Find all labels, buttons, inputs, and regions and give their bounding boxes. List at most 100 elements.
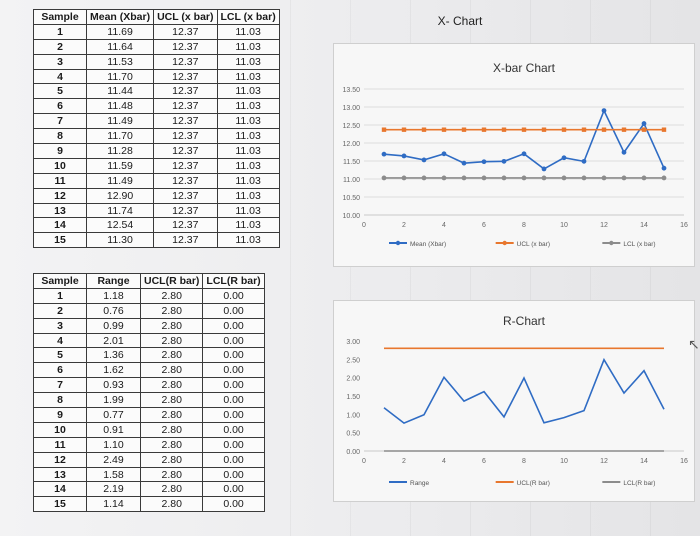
table-cell[interactable]: 11.03 (216, 172, 280, 189)
table-cell[interactable]: 5 (33, 83, 87, 100)
table-cell[interactable]: 11.70 (85, 128, 155, 145)
table-cell[interactable]: 0.00 (202, 436, 265, 453)
table-cell[interactable]: 0.76 (86, 302, 141, 319)
table-cell[interactable]: 2.80 (139, 421, 204, 438)
table-cell[interactable]: 11.70 (85, 68, 155, 85)
table-cell[interactable]: 1 (33, 287, 87, 304)
table-cell[interactable]: 9 (33, 143, 87, 159)
table-cell[interactable]: 2.80 (139, 317, 204, 334)
table-cell[interactable]: 11.03 (216, 143, 280, 159)
table-cell[interactable]: 7 (33, 377, 87, 394)
table-cell[interactable]: 11.03 (216, 187, 280, 204)
table-cell[interactable]: 0.00 (202, 392, 265, 409)
table-cell[interactable]: 2.80 (139, 377, 204, 394)
table-cell[interactable]: 0.00 (202, 496, 265, 513)
table-cell[interactable]: 2.80 (139, 332, 204, 349)
table-cell[interactable]: 2.80 (139, 466, 204, 483)
table-cell[interactable]: 2.80 (139, 496, 204, 513)
table-cell[interactable]: 0.99 (86, 317, 141, 334)
table-cell[interactable]: 11.03 (216, 68, 280, 85)
table-cell[interactable]: 2.80 (139, 481, 204, 498)
table-cell[interactable]: 8 (33, 128, 87, 145)
table-cell[interactable]: 12.54 (85, 217, 155, 234)
table-cell[interactable]: 11.03 (216, 217, 280, 234)
table-cell[interactable]: 12.37 (153, 113, 218, 130)
table-cell[interactable]: 0.00 (202, 451, 265, 468)
table-cell[interactable]: 0.00 (202, 421, 265, 438)
table-cell[interactable]: 1.99 (86, 392, 141, 409)
table-cell[interactable]: 0.00 (202, 481, 265, 498)
table-cell[interactable]: 12.37 (153, 128, 218, 145)
table-cell[interactable]: 0.00 (202, 332, 265, 349)
r-chart-box[interactable]: R-Chart 0.00 0.50 1.00 1.50 2.00 2.50 3.00 0 2 4 6 8… (333, 300, 695, 502)
table-cell[interactable]: 12.37 (153, 98, 218, 115)
table-cell[interactable]: 7 (33, 113, 87, 130)
table-cell[interactable]: 11.49 (85, 172, 155, 189)
table-cell[interactable]: 12.37 (153, 232, 218, 249)
table-cell[interactable]: 11.03 (216, 113, 280, 130)
table-cell[interactable]: 8 (33, 392, 87, 409)
table-cell[interactable]: 2.80 (139, 362, 204, 379)
table-cell[interactable]: 0.91 (86, 421, 141, 438)
table-cell[interactable]: 11.49 (85, 113, 155, 130)
table-cell[interactable]: 6 (33, 98, 87, 115)
table-cell[interactable]: 2.19 (86, 481, 141, 498)
table-cell[interactable]: 2.80 (139, 407, 204, 423)
table-cell[interactable]: 12.37 (153, 187, 218, 204)
table-cell[interactable]: 1.58 (86, 466, 141, 483)
table-cell[interactable]: 11.03 (216, 53, 280, 70)
table-cell[interactable]: 0.00 (202, 287, 265, 304)
table-cell[interactable]: 2.01 (86, 332, 141, 349)
table-cell[interactable]: 11.03 (216, 202, 280, 219)
table-cell[interactable]: 1.36 (86, 347, 141, 364)
table-cell[interactable]: 15 (33, 496, 87, 513)
table-cell[interactable]: 0.00 (202, 407, 265, 423)
table-cell[interactable]: 3 (33, 53, 87, 70)
table-cell[interactable]: 15 (33, 232, 87, 249)
table-cell[interactable]: 2 (33, 302, 87, 319)
table-cell[interactable]: 11.59 (85, 157, 155, 174)
table-cell[interactable]: 11.53 (85, 53, 155, 70)
table-cell[interactable]: 6 (33, 362, 87, 379)
table-cell[interactable]: 12.37 (153, 202, 218, 219)
table-cell[interactable]: 12.37 (153, 172, 218, 189)
table-cell[interactable]: 0.00 (202, 317, 265, 334)
table-cell[interactable]: 11.03 (216, 83, 280, 100)
table-cell[interactable]: 12.37 (153, 217, 218, 234)
table-cell[interactable]: 12.37 (153, 38, 218, 55)
table-cell[interactable]: 12.37 (153, 157, 218, 174)
table-cell[interactable]: 1 (33, 23, 87, 40)
table-cell[interactable]: 11.64 (85, 38, 155, 55)
table-cell[interactable]: 10 (33, 421, 87, 438)
table-cell[interactable]: 11.30 (85, 232, 155, 249)
table-cell[interactable]: 12 (33, 187, 87, 204)
table-cell[interactable]: 4 (33, 68, 87, 85)
table-cell[interactable]: 10 (33, 157, 87, 174)
xbar-chart-box[interactable]: X-bar Chart 10.00 10.50 11.00 11.50 12.00 12.5… (333, 43, 695, 267)
table-cell[interactable]: 0.00 (202, 362, 265, 379)
table-cell[interactable]: 1.18 (86, 287, 141, 304)
table-cell[interactable]: 2 (33, 38, 87, 55)
table-cell[interactable]: 1.62 (86, 362, 141, 379)
table-cell[interactable]: 11.69 (85, 23, 155, 40)
table-cell[interactable]: 11 (33, 436, 87, 453)
table-cell[interactable]: 12.37 (153, 143, 218, 159)
table-cell[interactable]: 11.74 (85, 202, 155, 219)
table-cell[interactable]: 2.80 (139, 436, 204, 453)
table-cell[interactable]: 12.37 (153, 53, 218, 70)
table-cell[interactable]: 14 (33, 481, 87, 498)
table-cell[interactable]: 0.00 (202, 302, 265, 319)
table-cell[interactable]: 0.93 (86, 377, 141, 394)
table-cell[interactable]: 0.00 (202, 377, 265, 394)
table-cell[interactable]: 12.37 (153, 83, 218, 100)
table-cell[interactable]: 11.48 (85, 98, 155, 115)
table-cell[interactable]: 12.90 (85, 187, 155, 204)
table-cell[interactable]: 2.80 (139, 347, 204, 364)
table-cell[interactable]: 0.00 (202, 347, 265, 364)
table-cell[interactable]: 2.80 (139, 451, 204, 468)
table-cell[interactable]: 12.37 (153, 23, 218, 40)
table-cell[interactable]: 1.14 (86, 496, 141, 513)
table-cell[interactable]: 2.49 (86, 451, 141, 468)
table-cell[interactable]: 12.37 (153, 68, 218, 85)
table-cell[interactable]: 2.80 (139, 287, 204, 304)
